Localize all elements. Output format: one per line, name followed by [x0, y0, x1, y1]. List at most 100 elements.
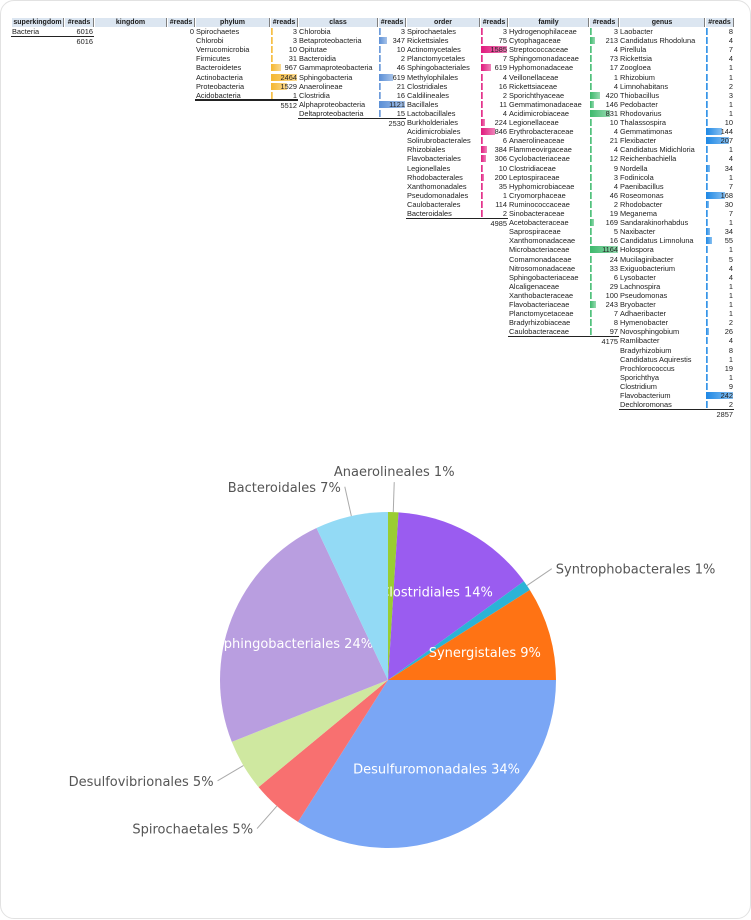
pie-slice-anaerolineales [388, 512, 399, 680]
column-header-reads[interactable]: #reads [64, 18, 94, 27]
reads-cell: 34 [705, 227, 734, 236]
taxon-name: Dechloromonas [620, 400, 672, 410]
reads-value: 19 [724, 363, 733, 373]
reads-bar [590, 264, 592, 272]
reads-cell: 114 [480, 200, 508, 209]
reads-cell: 4 [589, 182, 619, 191]
taxon-name: Spirochaetes [196, 27, 240, 36]
reads-value: 21 [609, 136, 618, 146]
reads-cell: 10 [270, 45, 298, 54]
column-header-kingdom[interactable]: kingdom [94, 18, 167, 27]
reads-bar [706, 364, 709, 372]
taxon-name: Verrucomicrobia [196, 45, 250, 55]
reads-bar [271, 82, 288, 90]
reads-value: 17 [609, 63, 618, 73]
column-header-reads[interactable]: #reads [378, 18, 406, 27]
reads-cell: 75 [480, 36, 508, 45]
reads-bar [706, 100, 708, 108]
reads-value: 10 [396, 45, 405, 55]
taxon-name: Planctomycetaceae [509, 309, 574, 319]
taxon-name: Bacillales [407, 99, 439, 109]
reads-bar [706, 373, 708, 381]
reads-cell: 4 [705, 154, 734, 163]
reads-cell: 242 [705, 391, 734, 400]
reads-value: 168 [720, 190, 733, 200]
reads-cell: 3 [270, 27, 298, 36]
taxon-name: Pirellula [620, 45, 647, 55]
taxon-name: Lysobacter [620, 272, 656, 282]
reads-bar [590, 246, 618, 254]
leader-line [344, 486, 352, 517]
reads-value: 3 [613, 172, 618, 182]
column-header-family[interactable]: family [508, 18, 589, 27]
reads-bar [706, 55, 708, 63]
reads-cell: 224 [480, 118, 508, 127]
taxon-name: Candidatus Limnoluna [620, 236, 694, 246]
taxon-name: Alcaligenaceae [509, 281, 560, 291]
taxon-name: Spirochaetales [407, 27, 456, 36]
reads-bar [706, 246, 708, 254]
reads-value: 29 [609, 281, 618, 291]
reads-bar [481, 210, 483, 217]
column-header-superkingdom[interactable]: superkingdom [11, 18, 64, 27]
column-header-phylum[interactable]: phylum [195, 18, 270, 27]
reads-bar [590, 173, 592, 181]
taxon-name: Pedobacter [620, 99, 658, 109]
column-header-reads[interactable]: #reads [480, 18, 508, 27]
reads-bar [481, 173, 485, 181]
reads-value: 1 [728, 354, 733, 364]
column-header-reads[interactable]: #reads [167, 18, 195, 27]
reads-bar [481, 191, 483, 199]
reads-bar [590, 310, 592, 318]
reads-bar [706, 109, 708, 117]
taxon-name: Acidimicrobiales [407, 127, 461, 137]
taxon-name: Chlorobi [196, 36, 224, 46]
reads-value: 10 [609, 118, 618, 127]
taxon-name: Anaerolineaceae [509, 136, 565, 146]
reads-bar [706, 46, 708, 54]
taxon-name: Candidatus Aquirestis [620, 354, 692, 364]
pie-slice-spirochaetales [258, 680, 388, 822]
reads-value: 1 [292, 90, 297, 100]
taxon-name: Bacteria [12, 27, 40, 36]
reads-cell: 306 [480, 154, 508, 163]
taxonomy-table: superkingdom #reads Bacteria 6016 6016 kingdo… [1, 1, 750, 421]
reads-cell: 846 [480, 127, 508, 136]
taxon-name: Cryomorphaceae [509, 190, 566, 200]
reads-bar [590, 37, 596, 45]
reads-bar [481, 82, 483, 90]
taxon-name: Ruminococcaceae [509, 199, 570, 209]
reads-value: 1164 [602, 245, 618, 255]
total-underline [298, 117, 406, 119]
taxon-name: Bacteroidetes [196, 63, 242, 73]
reads-value: 73 [609, 54, 618, 64]
reads-value: 7 [613, 309, 618, 319]
taxon-name: Rickettsiaceae [509, 81, 558, 91]
reads-bar [706, 310, 708, 318]
reads-value: 11 [499, 99, 507, 109]
reads-value: 35 [498, 181, 507, 191]
reads-value: 4 [613, 81, 618, 91]
taxon-name: Betaproteobacteria [299, 36, 362, 46]
column-header-class[interactable]: class [298, 18, 378, 27]
column-header-reads[interactable]: #reads [589, 18, 619, 27]
taxon-name: Acidobacteria [196, 90, 241, 100]
reads-cell: 12 [589, 154, 619, 163]
total-underline [406, 217, 508, 220]
reads-value: 16 [609, 236, 618, 246]
column-header-reads[interactable]: #reads [705, 18, 734, 27]
taxon-name: Burkholderiales [407, 118, 458, 127]
column-header-genus[interactable]: genus [619, 18, 705, 27]
reads-cell: 144 [705, 127, 734, 136]
taxon-name: Xanthobacteraceae [509, 290, 574, 300]
reads-value: 2 [502, 209, 507, 218]
taxon-name: Microbacteriaceae [509, 245, 570, 255]
reads-cell: 3 [589, 27, 619, 36]
reads-cell: 30 [705, 200, 734, 209]
column-header-order[interactable]: order [406, 18, 480, 27]
column-header-reads[interactable]: #reads [270, 18, 298, 27]
reads-value: 5 [728, 254, 733, 264]
reads-bar [590, 328, 593, 336]
leader-line [526, 568, 553, 586]
reads-bar [590, 210, 592, 217]
